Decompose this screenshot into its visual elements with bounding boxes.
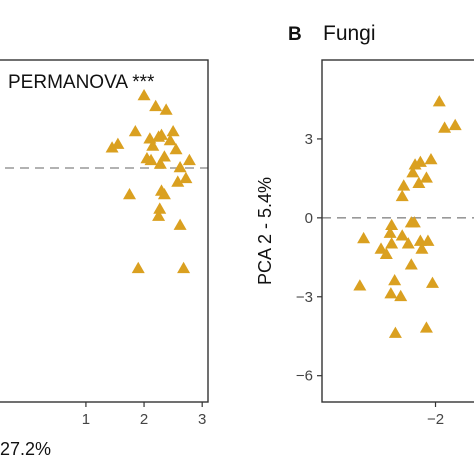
y-tick-label: −6 — [296, 368, 313, 385]
data-point — [419, 171, 433, 183]
panel-b-x-ticks: −2 — [427, 402, 444, 428]
data-point — [123, 187, 137, 200]
data-point — [128, 124, 142, 137]
panel-b-points — [353, 95, 462, 338]
data-point — [415, 242, 429, 254]
x-tick-label: 2 — [140, 411, 148, 428]
data-point — [404, 258, 418, 270]
data-point — [166, 124, 180, 137]
data-point — [173, 160, 187, 173]
data-point — [383, 226, 397, 238]
data-point — [153, 202, 167, 214]
panel-b-title: Fungi — [323, 22, 376, 45]
data-point — [146, 139, 160, 151]
data-point — [406, 166, 420, 178]
data-point — [385, 218, 399, 231]
data-point — [388, 326, 402, 338]
data-point — [144, 153, 158, 166]
panel-b-frame — [321, 59, 474, 403]
data-point — [421, 234, 435, 246]
data-point — [395, 229, 409, 241]
data-point — [353, 279, 367, 291]
data-point — [182, 153, 196, 166]
panel-b-y-axis-label: PCA 2 - 5.4% — [255, 177, 275, 285]
y-tick-label: 3 — [305, 131, 313, 148]
data-point — [153, 157, 167, 169]
data-point — [388, 273, 402, 286]
data-point — [157, 187, 171, 200]
data-point — [397, 179, 411, 191]
data-point — [111, 137, 125, 149]
x-tick-label: −2 — [427, 411, 444, 428]
data-point — [152, 209, 166, 221]
data-point — [149, 99, 163, 112]
panel-b-y-ticks: 3 0 −3 −6 — [296, 131, 322, 385]
data-point — [432, 95, 446, 107]
panel-a-x-ticks: 1 2 3 — [82, 402, 206, 428]
data-point — [395, 189, 409, 202]
x-tick-label: 3 — [198, 411, 206, 428]
data-point — [404, 216, 418, 228]
panel-a-points — [105, 88, 196, 274]
data-point — [438, 121, 452, 133]
data-point — [159, 103, 173, 115]
data-point — [408, 158, 422, 170]
data-point — [171, 175, 185, 187]
y-tick-label: 0 — [305, 210, 313, 227]
data-point — [154, 128, 168, 140]
data-point — [177, 261, 191, 274]
data-point — [374, 242, 388, 254]
data-point — [131, 261, 145, 274]
data-point — [419, 321, 433, 333]
panel-b: B Fungi 3 0 −3 −6 −2 PCA 2 - 5.4% — [255, 22, 474, 428]
panel-a-annotation: PERMANOVA *** — [8, 72, 155, 93]
data-point — [412, 176, 426, 188]
data-point — [424, 152, 438, 165]
panel-a: 1 2 3 PERMANOVA *** 27.2% — [0, 59, 209, 459]
data-point — [357, 231, 371, 244]
data-point — [169, 142, 183, 155]
data-point — [157, 150, 171, 162]
y-tick-label: −3 — [296, 289, 313, 306]
data-point — [137, 88, 151, 101]
data-point — [385, 237, 399, 249]
data-point — [163, 133, 177, 146]
data-point — [173, 218, 187, 230]
data-point — [401, 237, 415, 249]
panel-a-x-axis-label: 27.2% — [0, 439, 51, 459]
panel-a-frame — [0, 59, 209, 403]
panel-b-letter: B — [288, 24, 302, 45]
data-point — [384, 287, 398, 299]
data-point — [105, 141, 119, 153]
data-point — [179, 171, 193, 184]
x-tick-label: 1 — [82, 411, 90, 428]
data-point — [425, 276, 439, 288]
data-point — [394, 289, 408, 302]
data-point — [448, 118, 462, 131]
